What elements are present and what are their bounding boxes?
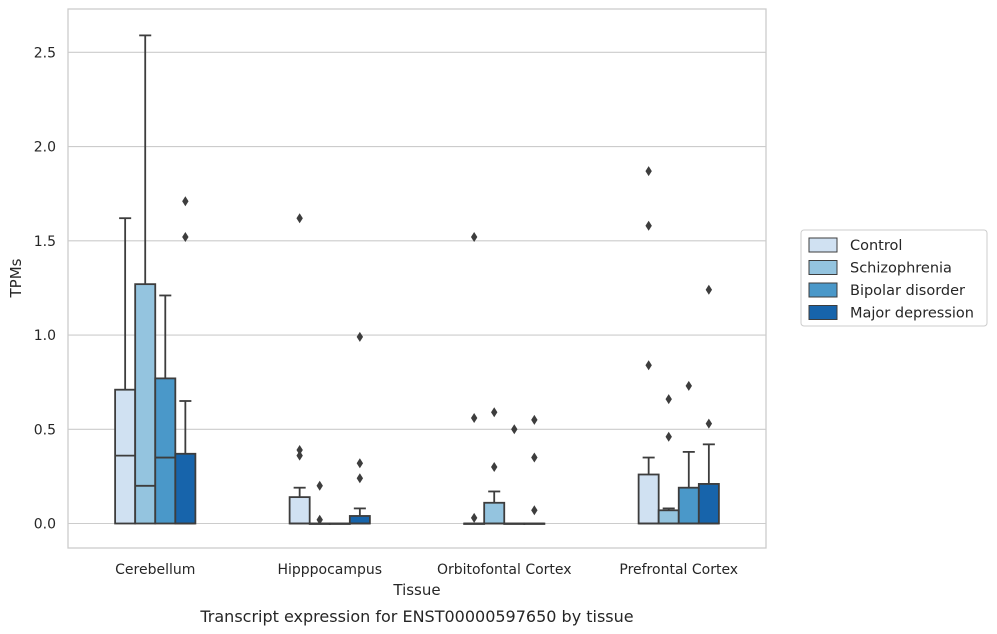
box-control (463, 232, 486, 525)
legend-swatch (808, 237, 838, 253)
x-tick-label: Prefrontal Cortex (619, 562, 738, 578)
y-tick-label: 1.0 (34, 328, 56, 344)
box-schizophrenia (134, 34, 157, 525)
outlier-point (470, 232, 478, 243)
x-tick-label: Cerebellum (115, 562, 195, 578)
outlier-point (705, 284, 713, 295)
box-bipolar-disorder (677, 380, 700, 525)
outlier-point (645, 166, 652, 177)
outlier-point (665, 431, 672, 442)
legend-swatch (808, 282, 838, 298)
y-axis-label: TPMs (7, 258, 25, 298)
legend-label: Schizophrenia (850, 261, 952, 277)
outlier-point (665, 394, 672, 405)
y-tick-label: 0.5 (34, 422, 56, 438)
outlier-point (531, 505, 538, 516)
box-rect (697, 483, 720, 525)
box-schizophrenia (657, 394, 680, 525)
outlier-point (511, 424, 518, 435)
outlier-point (316, 514, 323, 525)
outlier-point (296, 450, 303, 461)
legend: Control Schizophrenia Bipolar disorder Majo… (800, 229, 988, 327)
box-major-depression (348, 331, 371, 525)
legend-label: Major depression (850, 306, 974, 322)
outlier-point (685, 380, 692, 391)
y-tick-label: 0.0 (34, 517, 56, 533)
box-bipolar-disorder (154, 294, 177, 525)
outlier-point (491, 407, 498, 418)
outlier-point (645, 220, 652, 231)
outlier-point (705, 418, 713, 429)
outlier-point (531, 452, 538, 463)
x-axis-ticks: Cerebellum Hipppocampus Orbitofontal Corte… (115, 562, 738, 578)
outlier-point (645, 360, 652, 371)
box-rect (677, 486, 700, 525)
box-major-depression (174, 196, 197, 525)
outlier-point (296, 445, 303, 455)
outlier-point (356, 473, 364, 484)
box-rect (154, 377, 177, 525)
box-rect (637, 473, 660, 525)
outlier-point (470, 412, 478, 423)
y-tick-label: 1.5 (34, 234, 56, 250)
outlier-point (182, 196, 189, 207)
box-schizophrenia (483, 407, 506, 525)
box-schizophrenia (308, 480, 331, 525)
box-rect (657, 509, 680, 525)
box-control (637, 166, 660, 525)
box-rect (348, 515, 371, 525)
box-control (114, 217, 137, 525)
x-tick-label: Orbitofontal Cortex (437, 562, 572, 578)
legend-label: Bipolar disorder (850, 283, 965, 299)
outlier-point (296, 213, 303, 224)
x-tick-label: Hipppocampus (277, 562, 382, 578)
box-rect (174, 452, 197, 525)
x-axis-label: Tissue (392, 581, 440, 599)
box-major-depression (523, 414, 546, 525)
outlier-point (316, 480, 323, 491)
box-rect (288, 496, 311, 525)
outlier-point (470, 512, 478, 523)
outlier-point (356, 331, 364, 342)
y-tick-label: 2.5 (34, 45, 56, 61)
box-control (288, 213, 311, 525)
legend-label: Control (850, 238, 902, 254)
plot-frame (67, 8, 767, 549)
chart-caption: Transcript expression for ENST0000059765… (199, 607, 633, 626)
y-axis-ticks: 0.0 0.5 1.0 1.5 2.0 2.5 (34, 45, 56, 532)
outlier-point (531, 414, 538, 425)
legend-swatch (808, 260, 838, 275)
box-bipolar-disorder (503, 424, 526, 525)
box-rect (134, 283, 157, 525)
box-bipolar-disorder (328, 522, 351, 525)
legend-swatch (808, 305, 838, 320)
legend-frame (800, 229, 988, 327)
box-rect (483, 501, 506, 525)
outlier-point (356, 458, 364, 469)
outlier-point (182, 232, 189, 243)
outlier-point (491, 461, 498, 472)
y-tick-label: 2.0 (34, 140, 56, 156)
box-plot-area (114, 34, 720, 525)
box-rect (114, 388, 137, 525)
box-major-depression (697, 284, 720, 525)
